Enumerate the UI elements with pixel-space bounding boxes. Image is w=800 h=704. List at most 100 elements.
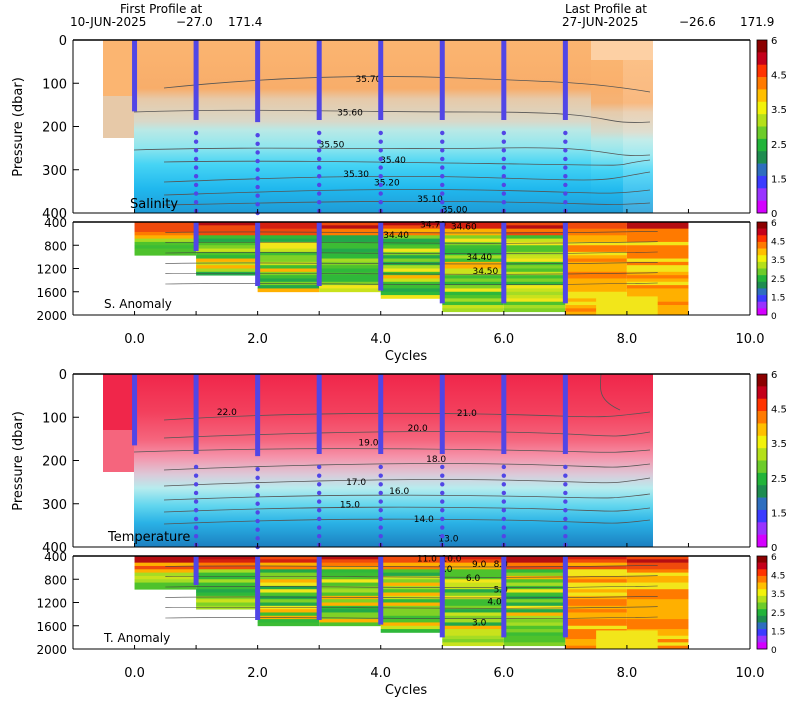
- profile-point: [255, 150, 260, 155]
- anomaly-tile: [257, 565, 320, 570]
- anomaly-tile: [134, 582, 197, 587]
- anomaly-tile: [626, 602, 689, 607]
- anomaly-tile: [503, 308, 566, 313]
- colorbar-segment: [757, 241, 767, 249]
- profile-point: [255, 184, 260, 190]
- anomaly-tile: [257, 238, 320, 243]
- profile-point: [501, 174, 507, 179]
- anomaly-tile: [442, 582, 504, 587]
- y-tick-label: 1600: [36, 286, 67, 300]
- profile-point: [316, 473, 322, 478]
- profile-point: [255, 527, 260, 532]
- profile-point: [316, 525, 322, 530]
- anomaly-tile: [380, 592, 443, 597]
- anomaly-tile: [380, 569, 443, 574]
- profile-point: [378, 464, 383, 470]
- anomaly-tile: [442, 288, 504, 293]
- profile-point: [563, 482, 568, 487]
- salinity-contours: [133, 76, 651, 206]
- anomaly-tile: [565, 261, 627, 266]
- anomaly-tile: [442, 225, 504, 230]
- colorbar-segment: [757, 386, 767, 400]
- anomaly-tile: [257, 582, 320, 587]
- profile-point: [563, 490, 568, 496]
- anomaly-tile: [626, 261, 689, 266]
- anomaly-tile: [380, 225, 443, 230]
- profile-point: [193, 508, 199, 513]
- temperature-anomaly-panel: [134, 556, 689, 650]
- anomaly-tile: [257, 228, 320, 233]
- anomaly-tile: [196, 248, 258, 253]
- anomaly-tile: [319, 231, 381, 236]
- profile-point: [501, 473, 507, 478]
- profile-point: [316, 139, 322, 144]
- anomaly-tile: [442, 629, 504, 633]
- contour-label: 10.0: [441, 554, 461, 564]
- anomaly-tile: [503, 298, 566, 303]
- anomaly-tile: [319, 268, 381, 273]
- anomaly-tile: [134, 231, 197, 236]
- anomaly-tile: [565, 228, 627, 233]
- contour-label: 4.0: [487, 597, 502, 607]
- colorbar-segment: [757, 228, 767, 236]
- anomaly-tile: [442, 271, 504, 276]
- contour-label: 35.20: [374, 179, 400, 189]
- anomaly-tile: [196, 585, 258, 590]
- anomaly-tile: [626, 268, 689, 273]
- salinity-y-axis-title: Pressure (dbar): [11, 77, 26, 177]
- contour-label: 35.60: [337, 109, 363, 119]
- colorbar-tick-label: 0: [771, 312, 777, 322]
- anomaly-tile: [319, 258, 381, 263]
- anomaly-tile: [380, 602, 443, 607]
- colorbar-tick-label: 3.5: [771, 590, 785, 600]
- colorbar-segment: [757, 374, 767, 387]
- profile-point: [440, 139, 445, 144]
- anomaly-tile: [626, 271, 689, 276]
- anomaly-tile: [565, 589, 627, 593]
- anomaly-tile: [565, 238, 627, 243]
- anomaly-tile: [565, 255, 627, 259]
- colorbar-tick-label: 0: [771, 646, 777, 656]
- colorbar-tick-label: 2.5: [771, 275, 785, 285]
- anomaly-tile: [565, 579, 627, 583]
- anomaly-tile: [565, 251, 627, 256]
- anomaly-tile: [626, 308, 689, 313]
- profile-point: [378, 130, 383, 136]
- colorbar-tick-label: 3.5: [771, 105, 787, 116]
- anomaly-tile: [319, 285, 381, 289]
- anomaly-tile: [196, 251, 258, 256]
- anomaly-tile: [442, 579, 504, 583]
- anomaly-tile: [442, 241, 504, 246]
- profile-point: [193, 174, 199, 179]
- anomaly-tile: [380, 251, 443, 256]
- anomaly-tile: [380, 582, 443, 587]
- colorbar-segment: [757, 163, 767, 177]
- anomaly-tile: [442, 609, 504, 613]
- anomaly-tile: [626, 301, 689, 306]
- anomaly-tile: [442, 635, 504, 640]
- anomaly-tile: [503, 559, 566, 564]
- colorbars: 64.53.52.51.5064.53.52.51.5064.53.52.51.…: [756, 36, 787, 656]
- anomaly-tile: [503, 238, 566, 243]
- anomaly-tile: [134, 569, 197, 574]
- contour-label: 20.0: [408, 424, 428, 434]
- anomaly-tile: [257, 268, 320, 273]
- first-profile-date: 10-JUN-2025: [70, 15, 146, 29]
- anomaly-tile: [196, 258, 258, 263]
- colorbar-segment: [757, 64, 767, 78]
- anomaly-tile: [380, 291, 443, 296]
- profile-point: [378, 174, 383, 179]
- anomaly-tile: [257, 231, 320, 236]
- anomaly-tile: [196, 592, 258, 597]
- contour-label: 17.0: [346, 478, 366, 488]
- profile-point: [255, 202, 260, 207]
- last-profile-label: Last Profile at: [565, 2, 647, 16]
- profile-point: [501, 516, 507, 522]
- profile-point: [563, 182, 568, 188]
- anomaly-tile: [565, 258, 627, 263]
- anomaly-tile: [380, 615, 443, 620]
- anomaly-tile: [196, 238, 258, 243]
- profile-point: [378, 191, 383, 196]
- anomaly-tile: [380, 255, 443, 259]
- profile-point: [501, 533, 507, 539]
